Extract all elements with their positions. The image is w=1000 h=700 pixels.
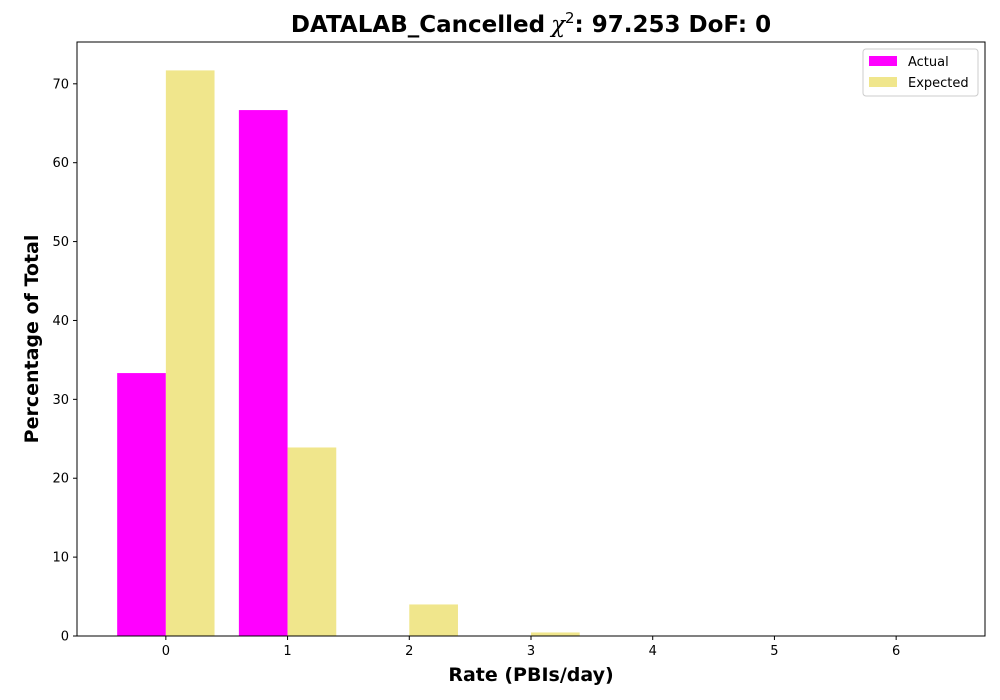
x-tick-label: 6	[892, 644, 900, 659]
legend-label-expected: Expected	[908, 76, 969, 91]
bar-expected-3	[531, 632, 580, 636]
x-tick-label: 5	[770, 644, 778, 659]
bar-expected-2	[409, 604, 458, 636]
plot-area: 0 1 2 3 4 5 6 0 10 20 30 40 50 60 70	[52, 41, 986, 659]
bar-actual-1	[238, 110, 288, 636]
chart-title: DATALAB_Cancelled χ2: 97.253 DoF: 0	[291, 9, 771, 38]
y-tick-label: 50	[52, 235, 69, 250]
y-axis-ticks: 0 10 20 30 40 50 60 70	[52, 77, 77, 645]
y-tick-label: 0	[61, 630, 69, 645]
x-tick-label: 3	[527, 644, 535, 659]
x-tick-label: 1	[283, 644, 291, 659]
y-tick-label: 10	[52, 551, 69, 566]
bar-expected-1	[287, 447, 337, 636]
y-tick-label: 30	[52, 393, 69, 408]
y-tick-label: 20	[52, 472, 69, 487]
y-tick-label: 40	[52, 314, 69, 329]
chart-title-name: DATALAB_Cancelled	[291, 12, 545, 38]
legend-swatch-actual	[869, 56, 897, 66]
y-axis-label: Percentage of Total	[21, 235, 43, 444]
bar-actual-0	[117, 373, 166, 636]
chart-title-stat-symbol: χ	[549, 12, 567, 38]
legend: Actual Expected	[862, 48, 979, 97]
chart-title-stat-value: : 97.253 DoF: 0	[575, 12, 772, 38]
y-tick-label: 60	[52, 156, 69, 171]
x-tick-label: 2	[405, 644, 413, 659]
x-tick-label: 4	[649, 644, 657, 659]
y-tick-label: 70	[52, 77, 69, 92]
chart-title-stat-superscript: 2	[565, 9, 575, 27]
legend-label-actual: Actual	[908, 55, 949, 70]
x-axis-ticks: 0 1 2 3 4 5 6	[162, 636, 900, 659]
bars-group	[117, 70, 702, 636]
x-axis-label: Rate (PBIs/day)	[448, 664, 613, 686]
bar-expected-0	[165, 70, 215, 636]
x-tick-label: 0	[162, 644, 170, 659]
legend-swatch-expected	[869, 77, 897, 87]
